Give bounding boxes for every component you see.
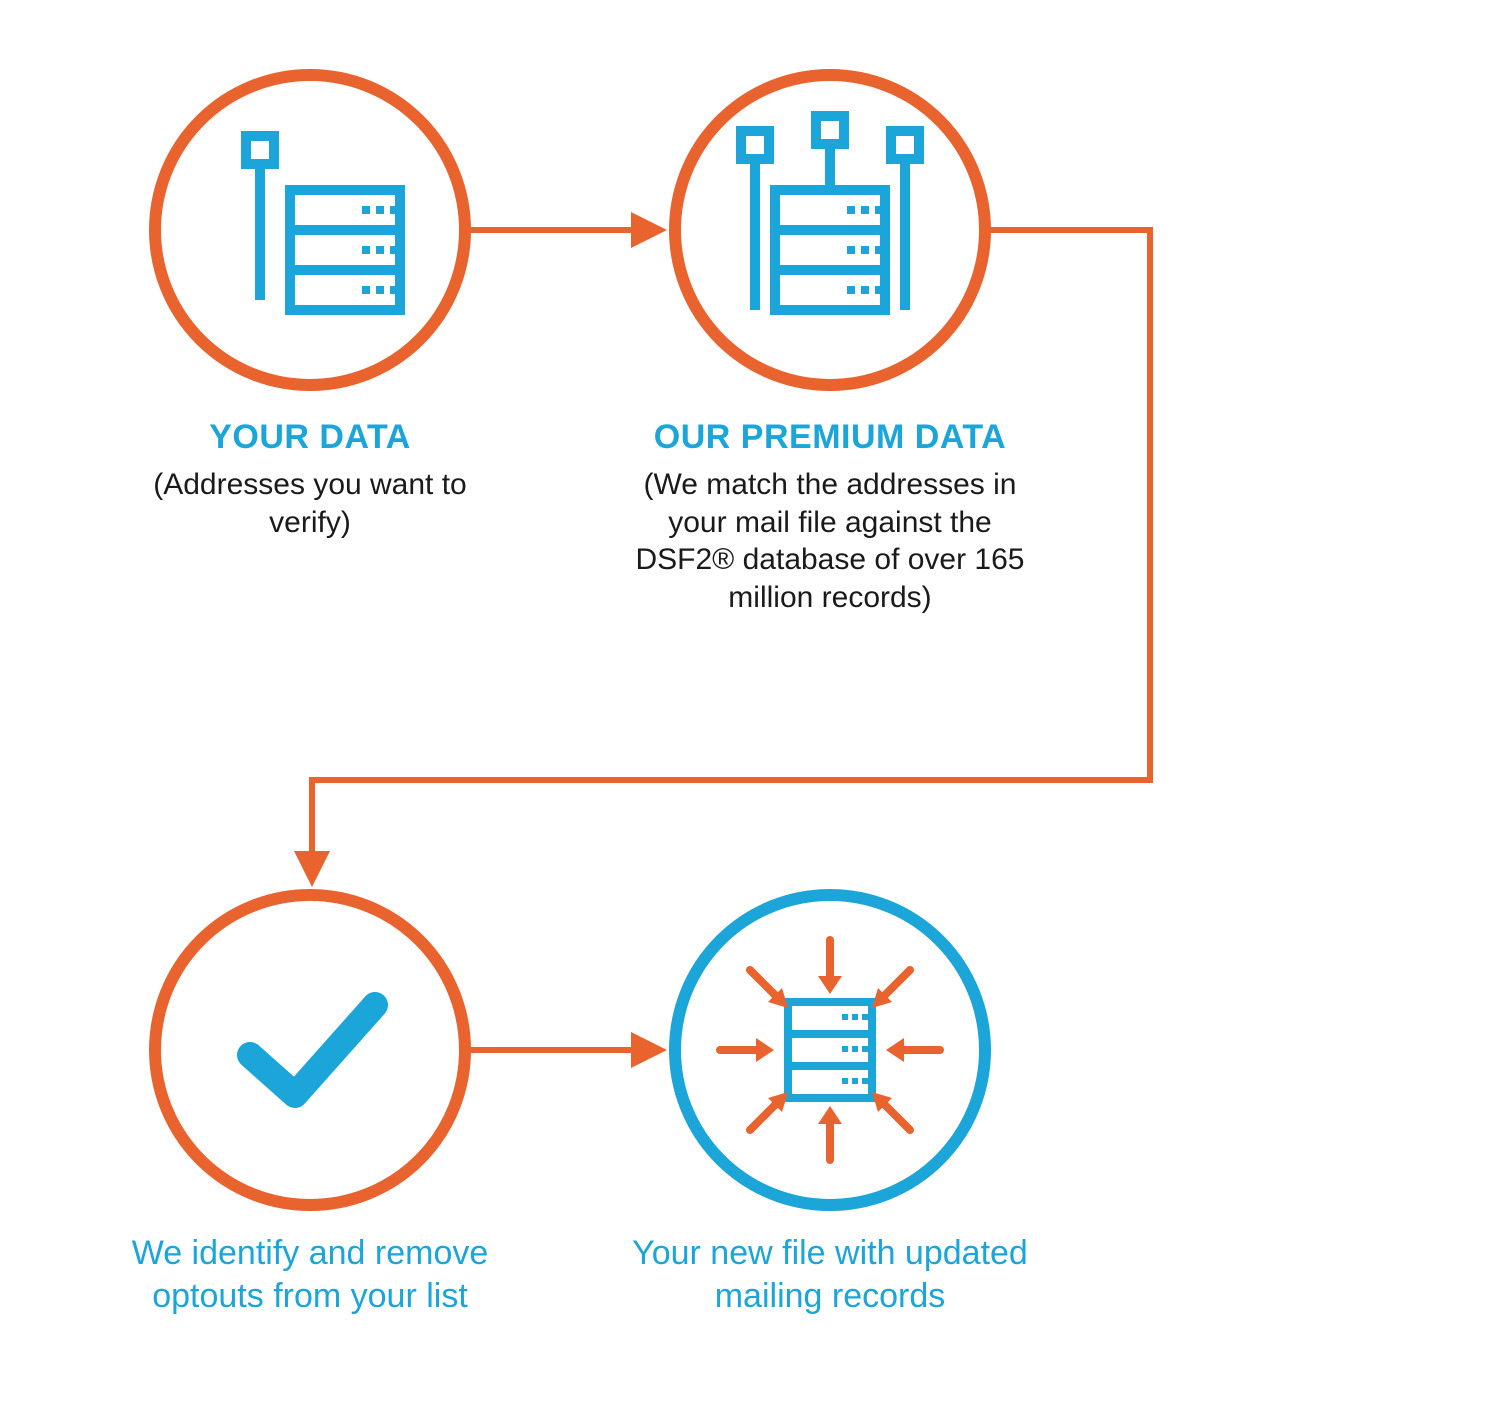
flow-diagram: YOUR DATA (Addresses you want to verify)… xyxy=(0,0,1501,1410)
caption-identify-remove: We identify and remove optouts from your… xyxy=(90,1232,530,1317)
desc-your-data: (Addresses you want to verify) xyxy=(130,466,490,541)
server-icon xyxy=(246,136,400,310)
node-circle xyxy=(155,895,465,1205)
caption-new-file: Your new file with updated mailing recor… xyxy=(600,1232,1060,1317)
server-center-icon xyxy=(788,1002,872,1098)
title-your-data: YOUR DATA xyxy=(130,418,490,457)
node-premium-data xyxy=(660,60,1000,400)
node-identify-remove xyxy=(140,880,480,1220)
checkmark-icon xyxy=(250,1005,375,1095)
desc-premium-data: (We match the addresses in your mail fil… xyxy=(620,466,1040,616)
node-new-file xyxy=(660,880,1000,1220)
server-cluster-icon xyxy=(741,116,919,310)
title-premium-data: OUR PREMIUM DATA xyxy=(620,418,1040,457)
node-your-data xyxy=(140,60,480,400)
